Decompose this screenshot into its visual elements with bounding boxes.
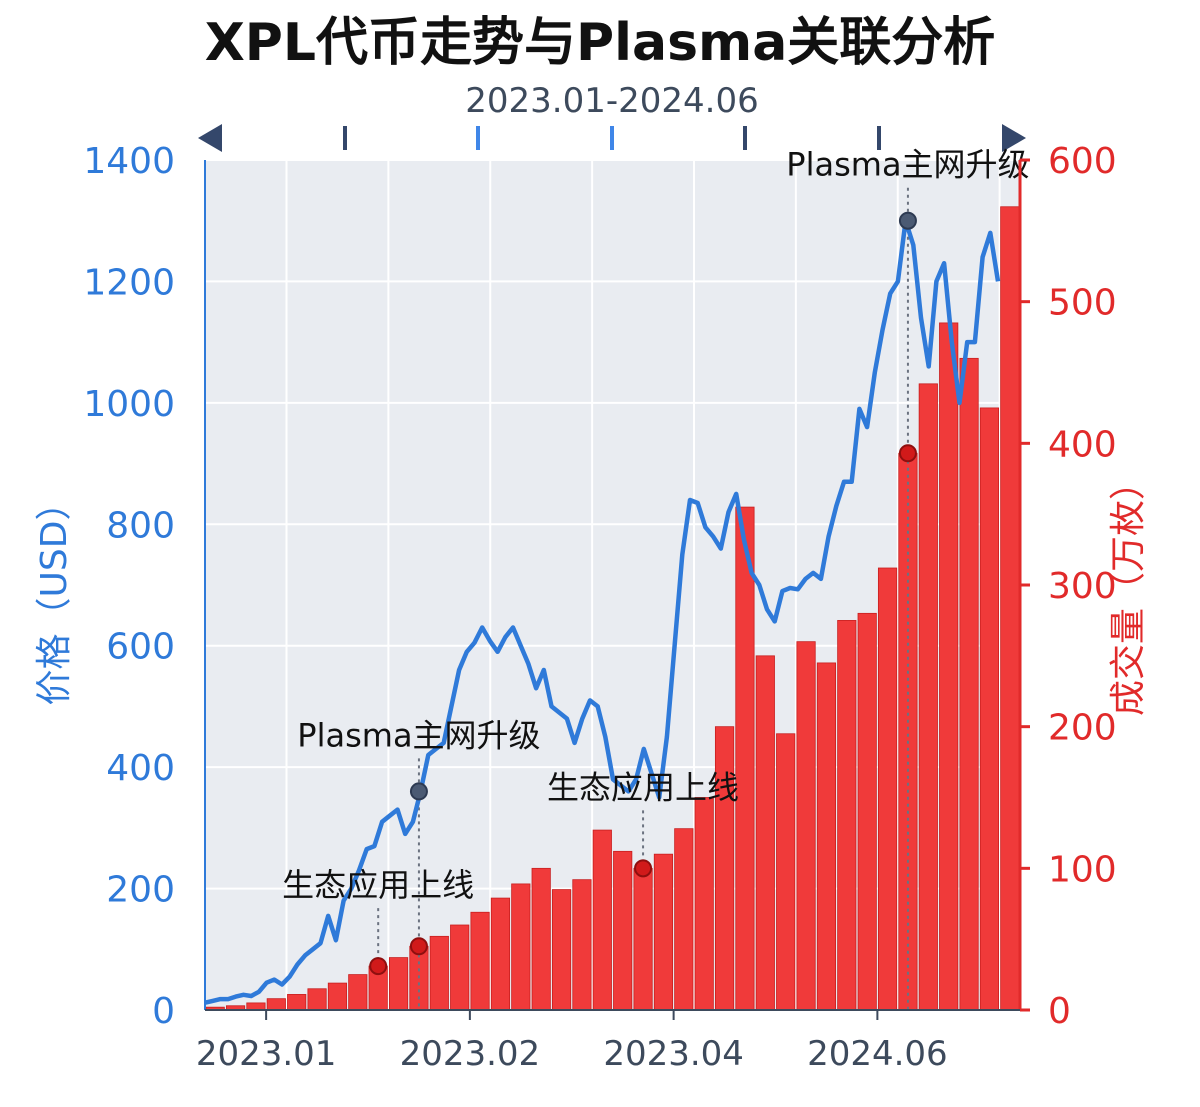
right-tick-label: 600 bbox=[1048, 141, 1117, 182]
volume-bar bbox=[307, 988, 327, 1011]
event-volume-marker bbox=[409, 937, 428, 956]
volume-bar bbox=[776, 733, 796, 1011]
left-tick-label: 800 bbox=[106, 505, 175, 546]
volume-bar bbox=[674, 828, 694, 1011]
right-axis-ticks: 0 100 200 300 400 500 600 bbox=[1020, 141, 1117, 1032]
left-tick-label: 1200 bbox=[83, 262, 175, 303]
volume-bar bbox=[327, 982, 348, 1011]
volume-bar bbox=[287, 994, 307, 1011]
event-label: Plasma主网升级 bbox=[786, 146, 1029, 184]
left-tick-label: 0 bbox=[152, 991, 175, 1032]
chart-title: XPL代币走势与Plasma关联分析 bbox=[205, 13, 996, 73]
volume-bar bbox=[694, 797, 714, 1011]
volume-bar bbox=[551, 889, 572, 1011]
volume-bar bbox=[470, 911, 490, 1011]
right-tick-label: 300 bbox=[1048, 566, 1117, 607]
volume-bar bbox=[246, 1002, 266, 1011]
volume-bar bbox=[613, 850, 633, 1011]
left-axis-ticks: 0 200 400 600 800 1000 1200 1400 bbox=[83, 141, 175, 1032]
right-axis-label: 成交量（万枚） bbox=[1108, 464, 1149, 716]
event-price-marker bbox=[409, 782, 428, 801]
event-label: 生态应用上线 bbox=[547, 768, 739, 806]
left-axis-label: 价格（USD） bbox=[34, 485, 75, 706]
volume-bar bbox=[857, 612, 877, 1011]
left-tick-label: 200 bbox=[106, 870, 175, 911]
x-tick-label: 2023.02 bbox=[400, 1034, 541, 1074]
chart-subtitle: 2023.01-2024.06 bbox=[465, 81, 758, 121]
right-tick-label: 0 bbox=[1048, 991, 1071, 1032]
x-tick-label: 2023.04 bbox=[603, 1034, 744, 1074]
timeline-arrow bbox=[198, 124, 1026, 152]
right-tick-label: 400 bbox=[1048, 424, 1117, 465]
event-price-marker bbox=[898, 211, 917, 230]
right-tick-label: 200 bbox=[1048, 708, 1117, 749]
event-lines bbox=[377, 187, 909, 1010]
volume-bar bbox=[755, 655, 775, 1011]
volume-bar bbox=[796, 641, 816, 1011]
volume-bar bbox=[572, 879, 592, 1011]
x-tick-label: 2024.06 bbox=[807, 1034, 948, 1074]
event-volume-marker bbox=[369, 957, 388, 976]
left-tick-label: 1000 bbox=[83, 384, 175, 425]
volume-bar bbox=[266, 998, 286, 1011]
event-label: 生态应用上线 bbox=[282, 866, 474, 904]
event-volume-marker bbox=[898, 444, 917, 463]
volume-bar bbox=[429, 935, 449, 1011]
volume-bar bbox=[918, 383, 938, 1011]
volume-bar bbox=[388, 957, 409, 1011]
volume-bar bbox=[348, 974, 368, 1011]
event-volume-marker bbox=[634, 859, 653, 878]
volume-bar bbox=[633, 867, 653, 1011]
volume-bar bbox=[816, 662, 837, 1011]
volume-bar bbox=[959, 357, 979, 1011]
volume-bar bbox=[877, 567, 898, 1011]
right-tick-label: 100 bbox=[1048, 849, 1117, 890]
volume-bar bbox=[511, 883, 531, 1011]
volume-bar bbox=[653, 853, 674, 1011]
volume-bar bbox=[837, 620, 857, 1011]
volume-bar bbox=[979, 407, 1000, 1011]
event-label: Plasma主网升级 bbox=[297, 716, 540, 754]
volume-bar bbox=[898, 452, 918, 1011]
volume-bar bbox=[1000, 206, 1020, 1011]
volume-bar bbox=[490, 897, 511, 1011]
volume-bar bbox=[450, 924, 470, 1011]
volume-bar bbox=[592, 829, 612, 1011]
volume-bar bbox=[531, 867, 551, 1011]
left-tick-label: 600 bbox=[106, 627, 175, 668]
volume-bar bbox=[939, 322, 959, 1011]
right-tick-label: 500 bbox=[1048, 283, 1117, 324]
x-axis-ticks: 2023.01 2023.02 2023.04 2024.06 bbox=[196, 1010, 948, 1074]
price-line bbox=[204, 218, 1001, 1005]
left-tick-label: 400 bbox=[106, 748, 175, 789]
left-tick-label: 1400 bbox=[83, 141, 175, 182]
volume-bar bbox=[735, 506, 755, 1011]
x-tick-label: 2023.01 bbox=[196, 1034, 337, 1074]
